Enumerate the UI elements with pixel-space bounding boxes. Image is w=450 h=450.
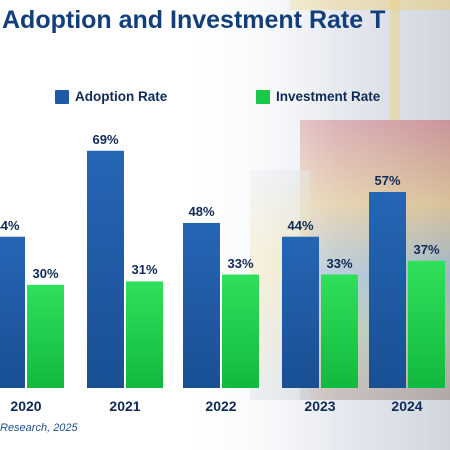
bar-investment-rate <box>321 275 358 388</box>
data-label: 31% <box>125 262 165 277</box>
bar-adoption-rate <box>282 237 319 388</box>
data-label: 33% <box>221 256 261 271</box>
bar-investment-rate <box>126 281 163 388</box>
x-tick-label: 2024 <box>377 398 437 414</box>
data-label: 69% <box>86 132 126 147</box>
data-label: 33% <box>320 256 360 271</box>
data-label: 44% <box>0 218 27 233</box>
x-tick-label: 2023 <box>290 398 350 414</box>
x-tick-label: 2022 <box>191 398 251 414</box>
bar-adoption-rate <box>369 192 406 388</box>
data-label: 57% <box>368 173 408 188</box>
bar-adoption-rate <box>0 237 25 388</box>
data-label: 48% <box>182 204 222 219</box>
bar-investment-rate <box>222 275 259 388</box>
data-label: 44% <box>281 218 321 233</box>
data-label: 37% <box>407 242 447 257</box>
x-tick-label: 2021 <box>95 398 155 414</box>
bar-adoption-rate <box>183 223 220 388</box>
source-note: Research, 2025 <box>0 422 78 434</box>
x-tick-label: 2020 <box>0 398 56 414</box>
data-label: 30% <box>26 266 66 281</box>
bar-investment-rate <box>27 285 64 388</box>
bar-adoption-rate <box>87 151 124 388</box>
bar-investment-rate <box>408 261 445 388</box>
